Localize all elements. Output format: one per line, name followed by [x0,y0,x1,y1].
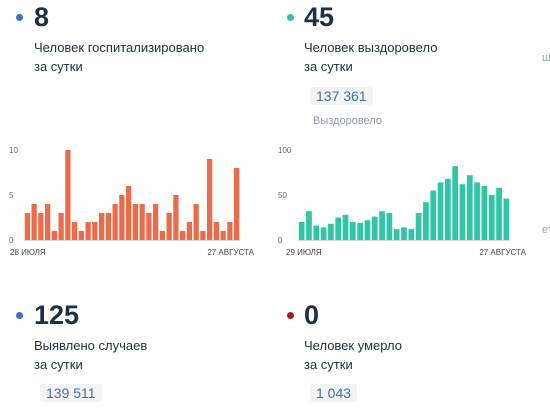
bar [139,204,145,240]
bar [119,195,125,240]
bar [220,231,226,240]
bar [437,182,444,240]
status-dot-blue-2 [16,312,23,319]
bar [474,182,480,240]
bar [488,195,495,240]
recovered-bar-chart: 0 50 100 29 ИЮЛЯ 27 АВГУСТА [278,146,527,257]
bar [503,198,510,240]
bar [159,231,166,240]
bar [179,231,186,240]
y-tick-label: 0 [278,236,283,245]
cases-label: Выявлено случаев за сутки [34,338,148,372]
bar [98,213,105,240]
bar [58,213,64,240]
bar [152,204,159,240]
y-tick-label: 100 [278,146,292,155]
x-label-end: 27 АВГУСТА [207,248,254,257]
bar [105,213,112,240]
bar [415,213,422,240]
bar [213,222,220,240]
bar [51,231,58,240]
bar [328,223,334,240]
bar [233,168,240,240]
bar [335,217,342,240]
hospitalized-label: Человек госпитализировано за сутки [34,40,205,74]
bar [313,225,320,240]
status-dot-teal [287,14,294,21]
bar [186,222,193,240]
bar [349,222,356,240]
status-dot-blue [16,14,23,21]
bar [85,222,91,240]
bar [173,195,179,240]
bar [146,213,152,240]
y-tick-label: 0 [9,236,14,245]
bar [371,216,378,240]
deaths-total: 1 043 [310,384,358,402]
bar [481,186,488,240]
bar [78,231,85,240]
bar [132,204,139,240]
bar [112,204,118,240]
bar [401,227,407,240]
deaths-count: 0 [304,300,320,330]
x-label-start: 28 ИЮЛЯ [10,248,46,257]
y-tick-label: 5 [9,191,14,200]
recovered-total: 137 361 [310,87,373,105]
bar [31,204,37,240]
edge-text-mid: ет [542,224,550,236]
status-dot-red [287,312,294,319]
bar [430,190,437,240]
x-label-end: 27 АВГУСТА [479,248,526,257]
bar [92,222,98,240]
bar [166,213,172,240]
bar [445,178,451,240]
cases-count: 125 [34,300,80,330]
hospitalized-bar-chart: 0 5 10 28 ИЮЛЯ 27 АВГУСТА [9,146,255,257]
bar [466,175,473,240]
bar [408,229,415,240]
y-tick-label: 10 [9,146,18,155]
bar [496,187,502,240]
bar [379,211,385,240]
bar [44,204,51,240]
bar [38,213,44,240]
hospitalized-count: 8 [34,2,50,32]
bar [459,184,466,240]
recovered-label: Человек выздоровело за сутки [304,40,438,74]
bar [364,220,371,240]
bar [200,231,206,240]
bar [357,222,363,240]
bar [452,166,459,240]
recovered-total-label: Выздоровело [313,115,382,127]
y-tick-label: 50 [278,191,287,200]
edge-text-top: ш [542,52,550,64]
bar [193,204,199,240]
bar [125,186,132,240]
bar [206,159,213,240]
cases-total: 139 511 [40,384,102,402]
bar [71,222,78,240]
bar [393,229,400,240]
x-label-start: 29 ИЮЛЯ [286,248,322,257]
recovered-count: 45 [304,2,335,32]
bar [227,222,233,240]
deaths-label: Человек умерло за сутки [304,338,402,372]
bar [24,213,31,240]
bar [423,202,429,240]
bar [342,214,349,240]
bar [386,213,393,240]
bar [306,211,312,240]
bar [65,150,71,240]
bar [298,222,305,240]
bar [320,227,327,240]
